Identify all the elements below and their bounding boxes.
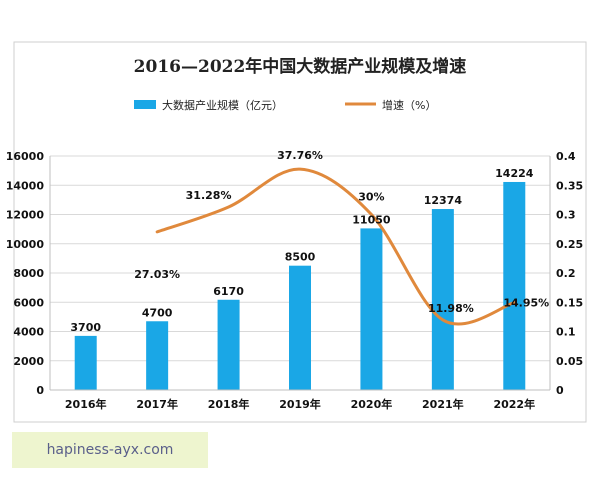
y-left-tick-label: 14000 [6,179,45,192]
growth-value-label: 27.03% [134,268,180,281]
y-left-tick-label: 16000 [6,150,45,163]
x-tick-label: 2022年 [493,397,535,411]
y-left-tick-label: 4000 [13,326,44,339]
axes: 0 2000 4000 6000 8000 10000 12000 14000 16000 0 0.… [6,150,583,411]
bar [217,299,240,390]
x-tick-label: 2019年 [279,397,321,411]
watermark: hapiness-ayx.com [12,432,208,468]
legend-label-bar: 大数据产业规模（亿元） [162,98,283,112]
y-left-tick-label: 12000 [6,209,45,222]
growth-line [155,167,516,326]
y-right-tick-label: 0.35 [556,179,583,192]
y-left-tick-label: 8000 [13,267,44,280]
y-right-tick-label: 0.05 [556,355,583,368]
growth-value-label: 14.95% [503,297,549,310]
y-left-tick-label: 6000 [13,296,44,309]
x-tick-label: 2017年 [136,397,178,411]
y-right-tick-label: 0.4 [556,150,576,163]
x-tick-label: 2016年 [65,397,107,411]
y-right-tick-label: 0.2 [556,267,576,280]
bar-value-label: 8500 [285,251,316,264]
legend-swatch-bar [134,100,156,109]
bar-value-label: 11050 [352,213,391,226]
chart-title: 2016—2022年中国大数据产业规模及增速 [134,56,467,77]
bar [146,321,169,390]
bar [74,335,97,390]
y-right-tick-label: 0.15 [556,296,583,309]
growth-line-path [155,167,516,326]
y-left-tick-label: 2000 [13,355,44,368]
bar-value-label: 4700 [142,306,173,319]
bar-value-label: 14224 [495,167,534,180]
bar [503,181,526,390]
x-tick-label: 2018年 [208,397,250,411]
y-right-tick-label: 0 [556,384,564,397]
x-tick-label: 2020年 [351,397,393,411]
y-right-tick-label: 0.3 [556,209,576,222]
data-labels: 3700 4700 6170 8500 11050 12374 14224 27.03% 31.… [70,149,549,334]
y-left-tick-label: 10000 [6,238,45,251]
bar-value-label: 6170 [213,285,244,298]
bar-value-label: 12374 [424,194,463,207]
growth-value-label: 30% [358,191,384,204]
y-left-tick-label: 0 [36,384,44,397]
legend-label-line: 增速（%） [382,98,436,112]
bar [289,265,311,390]
growth-value-label: 31.28% [186,189,232,202]
growth-value-label: 11.98% [428,302,474,315]
legend: 大数据产业规模（亿元） 增速（%） [134,98,436,112]
x-tick-label: 2021年 [422,397,464,411]
bar [360,228,383,390]
bars [74,181,526,390]
y-right-tick-label: 0.1 [556,326,576,339]
bar-value-label: 3700 [70,321,101,334]
bar [431,209,454,390]
growth-value-label: 37.76% [277,149,323,162]
y-right-tick-label: 0.25 [556,238,583,251]
